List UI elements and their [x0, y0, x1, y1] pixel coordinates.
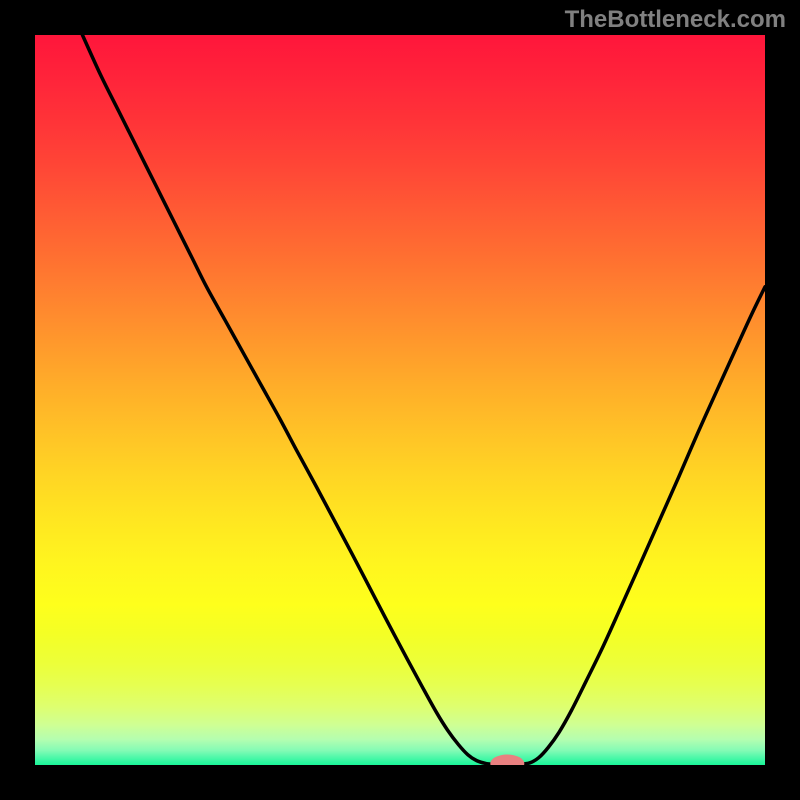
plot-area [35, 35, 765, 765]
watermark-text: TheBottleneck.com [565, 6, 786, 34]
chart-svg [35, 35, 765, 765]
chart-stage: TheBottleneck.com [0, 0, 800, 800]
gradient-background [35, 35, 765, 765]
